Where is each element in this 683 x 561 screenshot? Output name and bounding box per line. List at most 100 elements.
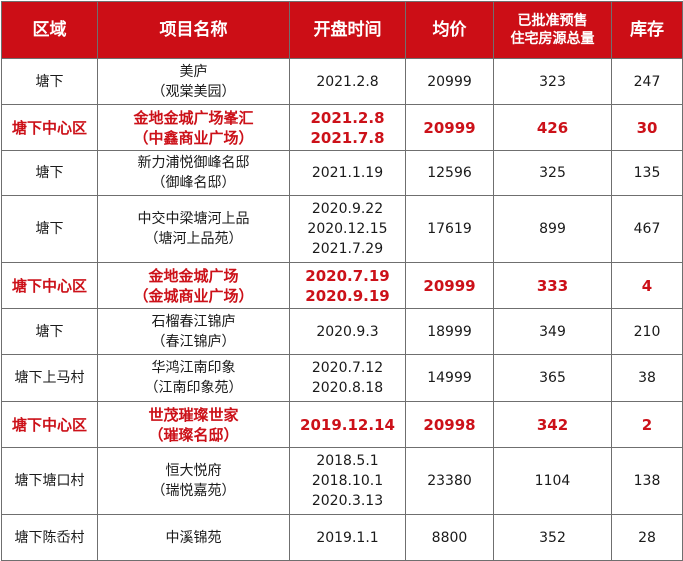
supply-total-cell: 899 bbox=[493, 195, 612, 263]
avg-price-cell: 20999 bbox=[405, 262, 494, 309]
header-supply-total: 已批准预售 住宅房源总量 bbox=[493, 1, 612, 59]
header-supply-line2: 住宅房源总量 bbox=[510, 31, 595, 47]
open-time-cell-line: 2020.8.18 bbox=[311, 380, 384, 396]
avg-price-cell: 23380 bbox=[405, 447, 494, 515]
table-row: 塘下 石榴春江锦庐 （春江锦庐） 2020.9.3 18999 349 210 bbox=[1, 308, 683, 355]
table-row: 塘下 新力浦悦御峰名邸 （御峰名邸） 2021.1.19 12596 325 135 bbox=[1, 150, 683, 196]
district-cell: 塘下 bbox=[1, 308, 98, 355]
project-name-cell-line: （金城商业广场） bbox=[133, 286, 254, 305]
table-row: 塘下 中交中梁塘河上品 （塘河上品苑） 2020.9.22 2020.12.15 2021… bbox=[1, 195, 683, 263]
project-name-cell: 新力浦悦御峰名邸 （御峰名邸） bbox=[97, 150, 290, 196]
project-name-cell: 中交中梁塘河上品 （塘河上品苑） bbox=[97, 195, 290, 263]
open-time-cell-line: 2018.5.1 bbox=[316, 453, 379, 469]
project-name-cell: 石榴春江锦庐 （春江锦庐） bbox=[97, 308, 290, 355]
open-time-cell: 2019.1.1 bbox=[289, 514, 406, 561]
open-time-cell-line: 2020.9.22 bbox=[311, 201, 384, 217]
project-name-cell-line: 金地金城广场峯汇 bbox=[133, 108, 254, 127]
district-cell: 塘下 bbox=[1, 58, 98, 105]
open-time-cell-line: 2021.2.8 bbox=[310, 108, 385, 127]
project-name-cell-line: 恒大悦府 bbox=[165, 463, 222, 479]
project-name-cell: 金地金城广场 （金城商业广场） bbox=[97, 262, 290, 309]
project-name-cell-line: （璀璨名邸） bbox=[148, 425, 239, 444]
open-time-cell-line: 2021.7.8 bbox=[310, 128, 385, 147]
supply-total-cell: 426 bbox=[493, 104, 612, 151]
open-time-cell: 2021.2.8 bbox=[289, 58, 406, 105]
table-body: 塘下 美庐 （观棠美园） 2021.2.8 20999 323 247 塘下中心区 金地金城广场… bbox=[1, 58, 683, 561]
header-supply-line1: 已批准预售 bbox=[517, 13, 588, 29]
open-time-cell-line: 2020.7.19 bbox=[305, 266, 390, 285]
project-name-cell-line: （江南印象苑） bbox=[144, 380, 243, 396]
open-time-cell: 2018.5.1 2018.10.1 2020.3.13 bbox=[289, 447, 406, 515]
district-cell: 塘下中心区 bbox=[1, 262, 98, 309]
supply-total-cell: 352 bbox=[493, 514, 612, 561]
table-row: 塘下中心区 金地金城广场峯汇 （中鑫商业广场） 2021.2.8 2021.7.8 209… bbox=[1, 104, 683, 151]
avg-price-cell: 18999 bbox=[405, 308, 494, 355]
stock-cell: 135 bbox=[611, 150, 683, 196]
project-name-cell-line: 世茂璀璨世家 bbox=[148, 405, 239, 424]
stock-cell: 2 bbox=[611, 401, 683, 448]
supply-total-cell: 325 bbox=[493, 150, 612, 196]
stock-cell: 247 bbox=[611, 58, 683, 105]
supply-total-cell: 365 bbox=[493, 354, 612, 402]
open-time-cell-line: 2021.1.19 bbox=[311, 165, 384, 181]
avg-price-cell: 17619 bbox=[405, 195, 494, 263]
open-time-cell: 2021.2.8 2021.7.8 bbox=[289, 104, 406, 151]
project-name-cell-line: 美庐 bbox=[179, 63, 208, 80]
stock-cell: 138 bbox=[611, 447, 683, 515]
open-time-cell: 2020.7.12 2020.8.18 bbox=[289, 354, 406, 402]
open-time-cell-line: 2019.1.1 bbox=[316, 529, 379, 546]
district-cell: 塘下陈岙村 bbox=[1, 514, 98, 561]
district-cell: 塘下塘口村 bbox=[1, 447, 98, 515]
project-name-cell-line: 石榴春江锦庐 bbox=[151, 313, 236, 330]
project-name-cell-line: 中溪锦苑 bbox=[165, 529, 222, 546]
header-avg-price: 均价 bbox=[405, 1, 494, 59]
header-open-time: 开盘时间 bbox=[289, 1, 406, 59]
project-name-cell-line: （塘河上品苑） bbox=[144, 231, 243, 247]
open-time-cell: 2019.12.14 bbox=[289, 401, 406, 448]
district-cell: 塘下中心区 bbox=[1, 104, 98, 151]
district-cell: 塘下 bbox=[1, 150, 98, 196]
open-time-cell-line: 2019.12.14 bbox=[300, 415, 395, 434]
stock-cell: 30 bbox=[611, 104, 683, 151]
project-name-cell: 金地金城广场峯汇 （中鑫商业广场） bbox=[97, 104, 290, 151]
table-row: 塘下陈岙村 中溪锦苑 2019.1.1 8800 352 28 bbox=[1, 514, 683, 561]
avg-price-cell: 20999 bbox=[405, 104, 494, 151]
table-row: 塘下塘口村 恒大悦府 （瑞悦嘉苑） 2018.5.1 2018.10.1 2020.3.1… bbox=[1, 447, 683, 515]
table-row: 塘下 美庐 （观棠美园） 2021.2.8 20999 323 247 bbox=[1, 58, 683, 105]
project-name-cell-line: 中交中梁塘河上品 bbox=[137, 211, 250, 227]
avg-price-cell: 20999 bbox=[405, 58, 494, 105]
open-time-cell-line: 2020.9.3 bbox=[316, 323, 379, 340]
table-row: 塘下中心区 世茂璀璨世家 （璀璨名邸） 2019.12.14 20998 342 2 bbox=[1, 401, 683, 448]
project-name-cell: 华鸿江南印象 （江南印象苑） bbox=[97, 354, 290, 402]
avg-price-cell: 8800 bbox=[405, 514, 494, 561]
supply-total-cell: 349 bbox=[493, 308, 612, 355]
open-time-cell-line: 2018.10.1 bbox=[311, 473, 384, 489]
open-time-cell: 2020.9.3 bbox=[289, 308, 406, 355]
supply-total-cell: 1104 bbox=[493, 447, 612, 515]
avg-price-cell: 12596 bbox=[405, 150, 494, 196]
open-time-cell-line: 2021.7.29 bbox=[311, 241, 384, 257]
stock-cell: 4 bbox=[611, 262, 683, 309]
project-name-cell: 世茂璀璨世家 （璀璨名邸） bbox=[97, 401, 290, 448]
district-cell: 塘下 bbox=[1, 195, 98, 263]
supply-total-cell: 342 bbox=[493, 401, 612, 448]
avg-price-cell: 20998 bbox=[405, 401, 494, 448]
district-cell: 塘下上马村 bbox=[1, 354, 98, 402]
header-stock: 库存 bbox=[611, 1, 683, 59]
header-district: 区域 bbox=[1, 1, 98, 59]
project-name-cell: 美庐 （观棠美园） bbox=[97, 58, 290, 105]
open-time-cell-line: 2020.12.15 bbox=[307, 221, 388, 237]
open-time-cell: 2020.7.19 2020.9.19 bbox=[289, 262, 406, 309]
project-name-cell-line: （中鑫商业广场） bbox=[133, 128, 254, 147]
project-name-cell-line: 金地金城广场 bbox=[148, 266, 239, 285]
project-name-cell-line: （观棠美园） bbox=[151, 83, 236, 100]
open-time-cell-line: 2021.2.8 bbox=[316, 73, 379, 90]
header-project-name: 项目名称 bbox=[97, 1, 290, 59]
open-time-cell: 2020.9.22 2020.12.15 2021.7.29 bbox=[289, 195, 406, 263]
supply-total-cell: 333 bbox=[493, 262, 612, 309]
project-name-cell-line: 华鸿江南印象 bbox=[151, 360, 236, 376]
project-name-cell-line: （春江锦庐） bbox=[151, 333, 236, 350]
open-time-cell-line: 2020.3.13 bbox=[311, 493, 384, 509]
project-name-cell: 恒大悦府 （瑞悦嘉苑） bbox=[97, 447, 290, 515]
project-name-cell: 中溪锦苑 bbox=[97, 514, 290, 561]
